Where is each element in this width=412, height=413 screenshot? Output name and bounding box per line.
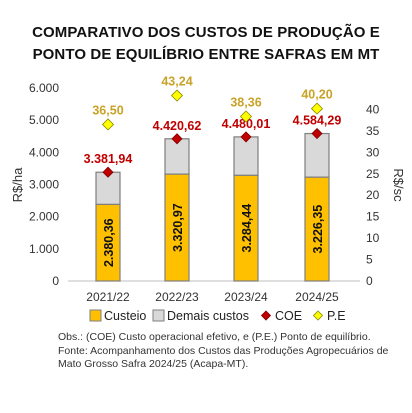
coe-marker <box>311 127 323 140</box>
legend-label-pe: P.E <box>327 309 346 323</box>
y-tick-label: 5.000 <box>29 113 59 127</box>
bar-custeio <box>304 176 330 282</box>
y2-tick-label: 20 <box>366 188 380 202</box>
y-tick-label: 6.000 <box>29 81 59 95</box>
bar-custeio <box>233 174 259 282</box>
chart-title: COMPARATIVO DOS CUSTOS DE PRODUÇÃO E PON… <box>0 22 412 66</box>
custeio-data-label: 3.320,97 <box>171 203 185 252</box>
coe-marker <box>171 133 183 145</box>
pe-marker <box>101 118 115 131</box>
bar-custeio <box>164 173 190 282</box>
x-tick-label: 2022/23 <box>155 290 199 304</box>
y2-tick-label: 0 <box>366 274 373 288</box>
coe-data-label: 4.584,29 <box>293 114 342 128</box>
y2-tick-label: 15 <box>366 210 380 224</box>
custeio-data-label: 3.226,35 <box>311 205 325 254</box>
y-tick-label: 3.000 <box>29 178 59 192</box>
chart-notes: Obs.: (COE) Custo operacional efetivo, e… <box>58 331 403 372</box>
y-tick-label: 4.000 <box>29 145 59 159</box>
y2-tick-label: 30 <box>366 145 380 159</box>
chart: 01.0002.0003.0004.0005.0006.000051015202… <box>10 75 406 323</box>
y-tick-label: 1.000 <box>29 242 59 256</box>
bar-demais-custos <box>164 138 190 175</box>
y2-tick-label: 10 <box>366 231 380 245</box>
pe-marker <box>310 102 324 115</box>
coe-data-label: 4.480,01 <box>222 117 271 131</box>
pe-marker <box>239 110 253 123</box>
pe-marker <box>170 89 184 102</box>
legend-label-custeio: Custeio <box>104 309 146 323</box>
bar-custeio <box>95 203 121 282</box>
chart-title-line-2: PONTO DE EQUILÍBRIO ENTRE SAFRAS EM MT <box>32 46 380 63</box>
y2-tick-label: 40 <box>366 102 380 116</box>
y-axis-title: R$/ha <box>10 167 25 202</box>
legend-label-coe: COE <box>275 309 302 323</box>
coe-data-label: 4.420,62 <box>153 119 202 133</box>
coe-data-label: 3.381,94 <box>84 152 133 166</box>
custeio-data-label: 3.284,44 <box>240 204 254 253</box>
pe-data-label: 38,36 <box>230 95 261 109</box>
x-tick-label: 2021/22 <box>86 290 130 304</box>
legend-swatch-custeio <box>89 309 102 322</box>
chart-title-line-1: COMPARATIVO DOS CUSTOS DE PRODUÇÃO E <box>32 24 380 41</box>
custeio-data-label: 2.380,36 <box>102 218 116 267</box>
obs-note: Obs.: (COE) Custo operacional efetivo, e… <box>58 331 371 343</box>
y2-tick-label: 25 <box>366 167 380 181</box>
bar-demais-custos <box>304 132 330 178</box>
y2-tick-label: 5 <box>366 253 373 267</box>
pe-data-label: 43,24 <box>161 75 192 89</box>
coe-marker <box>240 131 252 143</box>
legend-label-demais-custos: Demais custos <box>167 309 249 323</box>
y-tick-label: 0 <box>52 274 59 288</box>
pe-data-label: 36,50 <box>92 103 123 117</box>
x-tick-label: 2023/24 <box>224 290 268 304</box>
pe-data-label: 40,20 <box>301 88 332 102</box>
source-note: Fonte: Acompanhamento dos Custos das Pro… <box>58 344 389 371</box>
legend-swatch-coe <box>260 310 272 321</box>
legend-swatch-pe <box>312 310 324 321</box>
legend-swatch-demais-custos <box>152 309 165 322</box>
y2-tick-label: 35 <box>366 124 380 138</box>
bar-demais-custos <box>233 136 259 176</box>
x-tick-label: 2024/25 <box>295 290 339 304</box>
y-tick-label: 2.000 <box>29 210 59 224</box>
y2-axis-title: R$/sc <box>391 168 406 202</box>
coe-marker <box>102 166 114 178</box>
